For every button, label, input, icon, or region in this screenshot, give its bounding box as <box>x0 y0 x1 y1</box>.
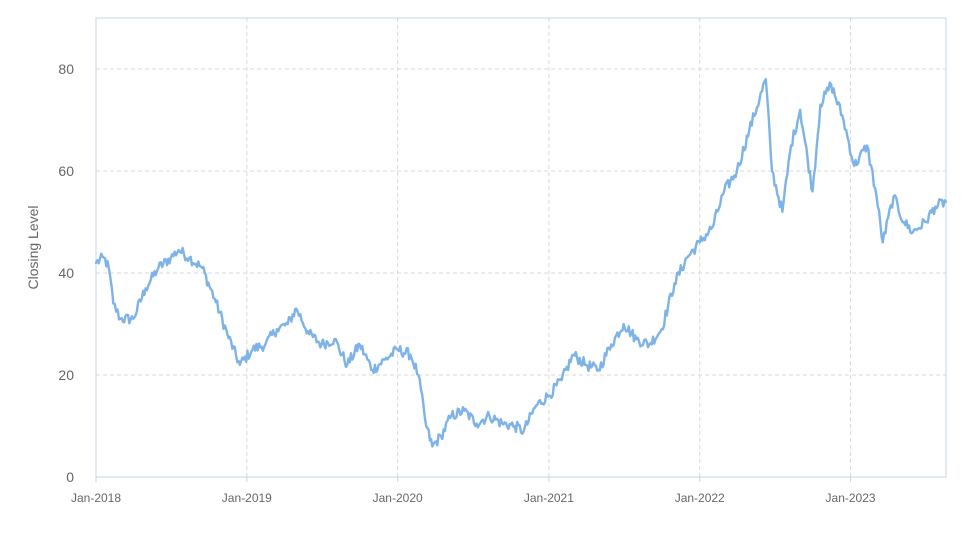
grid <box>96 18 946 477</box>
series-line <box>94 78 948 448</box>
y-tick-label: 20 <box>58 367 74 383</box>
y-tick-label: 60 <box>58 163 74 179</box>
plot-frame <box>95 17 947 478</box>
y-tick-label: 40 <box>58 265 74 281</box>
series <box>94 78 948 448</box>
y-tick-label: 0 <box>66 469 74 485</box>
x-tick-label: Jan-2022 <box>675 491 725 505</box>
labels: Jan-2018 Jan-2019 Jan-2020 Jan-2021 Jan-2022… <box>25 61 876 505</box>
x-tick-label: Jan-2018 <box>71 491 121 505</box>
x-tick-label: Jan-2020 <box>373 491 423 505</box>
x-tick-label: Jan-2019 <box>222 491 272 505</box>
axes <box>95 17 947 482</box>
x-tick-label: Jan-2021 <box>524 491 574 505</box>
y-axis-label: Closing Level <box>25 205 41 289</box>
y-tick-label: 80 <box>58 61 74 77</box>
x-tick-label: Jan-2023 <box>826 491 876 505</box>
